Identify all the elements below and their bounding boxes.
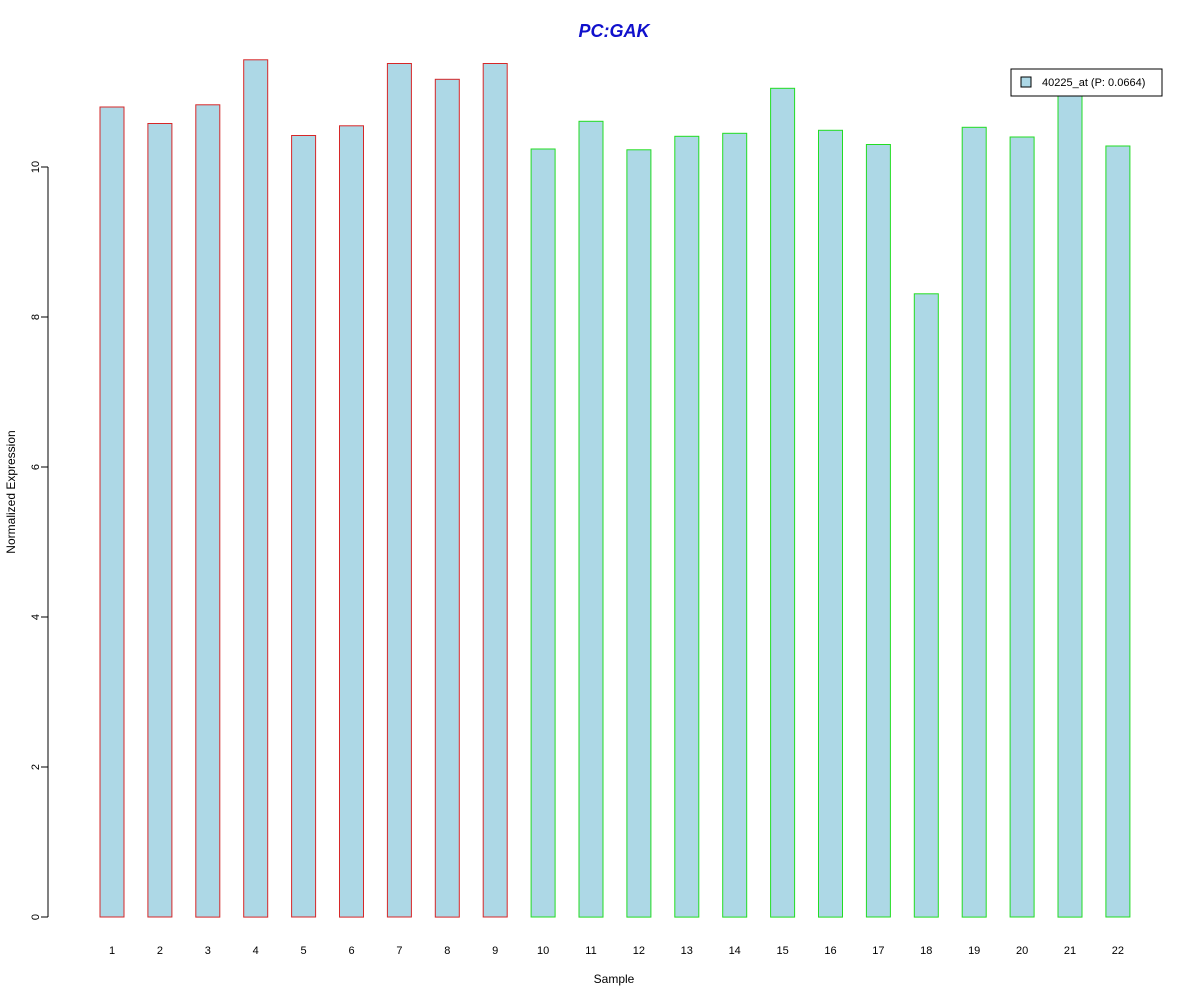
y-tick-label: 2 [30,764,42,770]
x-tick-label: 12 [633,945,645,957]
bar [530,148,556,918]
x-tick-label: 5 [301,945,307,957]
y-tick-label: 0 [30,914,42,920]
y-tick-label: 6 [30,464,42,470]
legend: 40225_at (P: 0.0664) [1010,68,1163,97]
x-tick-label: 6 [348,945,354,957]
bar [386,63,412,918]
y-tick-label: 10 [30,161,42,173]
bar [434,78,460,918]
bar [578,120,604,918]
y-axis-label: Normalized Expression [4,430,18,553]
legend-box [1010,68,1163,97]
x-tick-label: 17 [872,945,884,957]
x-tick-label: 20 [1016,945,1028,957]
bar [99,106,125,918]
x-tick-label: 19 [968,945,980,957]
x-tick-label: 18 [920,945,932,957]
x-tick-label: 21 [1064,945,1076,957]
x-axis-label: Sample [594,972,635,986]
bar [482,63,508,918]
x-tick-label: 4 [253,945,259,957]
x-tick-label: 11 [585,945,596,957]
bar [961,126,987,918]
bar [291,135,317,918]
bar [1105,145,1131,918]
legend-series-label: 40225_at (P: 0.0664) [1042,77,1145,89]
bar [147,123,173,918]
bar [913,293,939,918]
bar [1057,95,1083,918]
x-tick-label: 16 [824,945,836,957]
bar [1009,136,1035,918]
bar [339,125,364,918]
bar [722,132,748,918]
y-axis: 0 2 4 6 8 10 [30,161,49,920]
x-tick-label: 8 [444,945,450,957]
x-tick-label: 7 [396,945,402,957]
x-tick-label: 3 [205,945,211,957]
y-tick-label: 4 [30,614,42,620]
x-tick-label: 14 [729,945,741,957]
x-tick-label: 13 [681,945,693,957]
x-tick-labels: 1 2 3 4 5 6 7 8 9 10 11 12 13 14 15 16 17 18 19 20 21 22 [109,945,1124,957]
bar [818,129,843,918]
bar [865,144,891,918]
legend-swatch [1020,76,1032,88]
x-tick-label: 15 [776,945,788,957]
x-tick-label: 2 [157,945,163,957]
x-tick-label: 1 [109,945,115,957]
bar [626,149,652,918]
bar [195,104,221,918]
bars-group [99,59,1131,918]
bar [770,87,796,918]
x-tick-label: 10 [537,945,549,957]
x-tick-label: 22 [1112,945,1124,957]
x-tick-label: 9 [492,945,498,957]
y-tick-label: 8 [30,314,42,320]
bar [243,59,269,918]
bar [674,135,700,918]
chart-title: PC:GAK [579,21,652,41]
